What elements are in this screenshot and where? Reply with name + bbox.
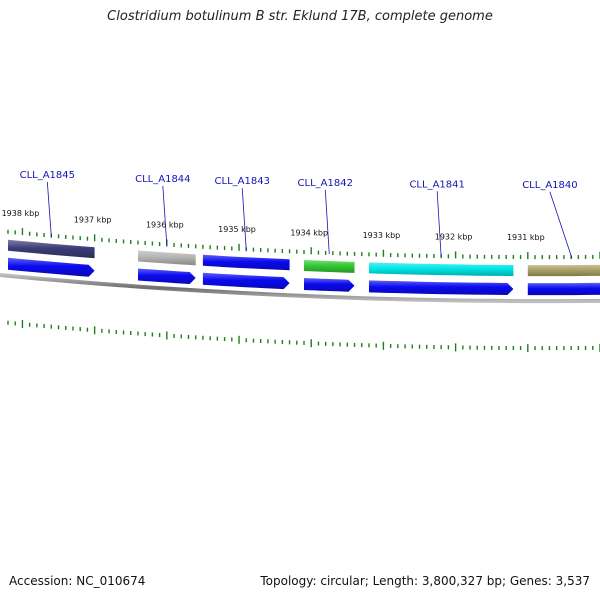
cds-track <box>8 257 600 296</box>
feature-track <box>8 239 600 277</box>
tick-label: 1938 kbp <box>2 209 40 218</box>
gene-feature-cll_a1842 <box>304 260 355 273</box>
leader-line <box>549 191 573 259</box>
map-title: Clostridium botulinum B str. Eklund 17B,… <box>107 9 493 24</box>
gene-label: CLL_A1843 <box>215 176 270 187</box>
genome-stats-text: Topology: circular; Length: 3,800,327 bp… <box>260 574 590 588</box>
tick-label: 1937 kbp <box>74 215 112 224</box>
gene-feature-cll_a1845 <box>8 239 95 259</box>
gene-label: CLL_A1845 <box>20 170 75 181</box>
tick-label: 1934 kbp <box>290 228 328 237</box>
gene-labels: CLL_A1845 CLL_A1844 CLL_A1843 CLL_A1842 CLL_… <box>20 170 578 191</box>
gene-label: CLL_A1840 <box>522 180 577 191</box>
gene-feature-cll_a1840 <box>527 264 600 277</box>
gene-feature-cll_a1841 <box>369 262 514 276</box>
leader-line <box>324 189 330 255</box>
cds-arrow-cll_a1842 <box>304 278 355 292</box>
label-leaders <box>46 181 573 259</box>
cds-arrow-cll_a1843 <box>202 272 290 290</box>
tick-label: 1936 kbp <box>146 221 184 230</box>
gene-label: CLL_A1841 <box>409 179 464 190</box>
backbone-arc <box>0 273 600 304</box>
tick-labels: 1938 kbp 1937 kbp 1936 kbp 1935 kbp 1934 kbp… <box>2 209 545 242</box>
leader-line <box>241 188 247 251</box>
gene-label: CLL_A1842 <box>298 178 353 189</box>
cds-arrow-cll_a1845 <box>8 257 95 277</box>
leader-line <box>436 191 442 258</box>
lower-tick-track <box>7 320 600 353</box>
upper-tick-track <box>7 228 600 260</box>
leader-line <box>46 181 52 237</box>
cds-arrow-cll_a1840 <box>527 282 600 296</box>
tick-label: 1932 kbp <box>435 232 473 241</box>
tick-label: 1931 kbp <box>507 233 545 242</box>
gene-label: CLL_A1844 <box>135 174 190 185</box>
accession-text: Accession: NC_010674 <box>9 574 146 588</box>
tick-label: 1933 kbp <box>363 231 401 240</box>
gene-feature-cll_a1844 <box>138 250 196 266</box>
cds-arrow-cll_a1844 <box>138 268 196 284</box>
gene-feature-cll_a1843 <box>202 254 290 271</box>
leader-line <box>162 185 168 246</box>
cds-arrow-cll_a1841 <box>369 280 514 295</box>
genome-backbone <box>0 273 600 304</box>
tick-label: 1935 kbp <box>218 225 256 234</box>
